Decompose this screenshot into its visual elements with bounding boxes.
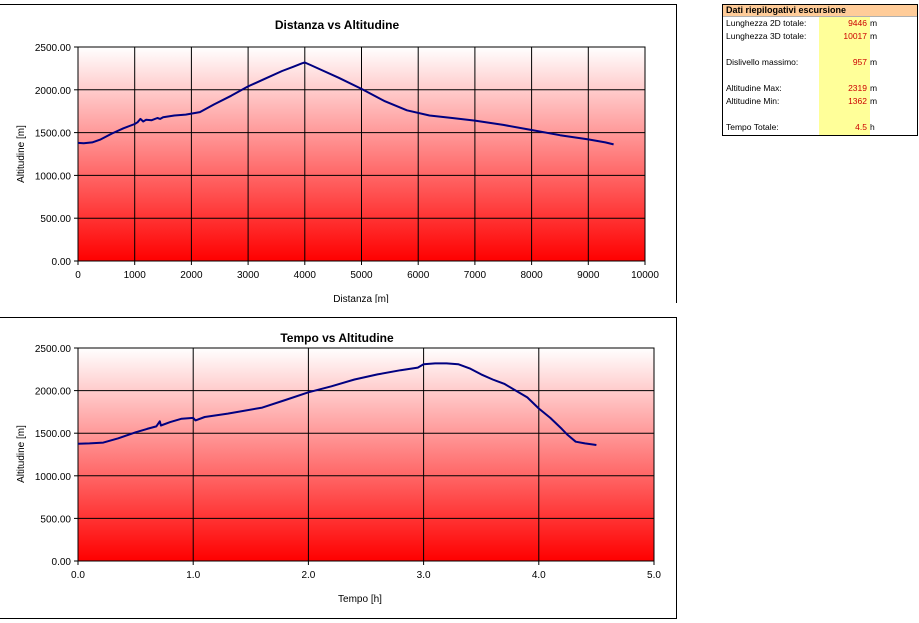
x-tick-label: 0.0 (71, 570, 85, 581)
summary-row-2d-length: Lunghezza 2D totale: 9446 m (723, 18, 917, 29)
summary-label: Altitudine Min: (726, 96, 780, 106)
summary-label: Lunghezza 2D totale: (726, 18, 807, 28)
y-tick-label: 0.00 (52, 557, 72, 568)
summary-value: 1362 (848, 96, 867, 106)
y-tick-label: 1500.00 (35, 129, 72, 140)
summary-unit: m (870, 18, 878, 28)
altitude-series-line (77, 61, 614, 146)
summary-unit: m (870, 57, 878, 67)
summary-value: 9446 (848, 18, 867, 28)
summary-label: Dislivello massimo: (726, 57, 799, 67)
x-tick-label: 6000 (407, 270, 430, 281)
x-tick-label: 4.0 (532, 570, 546, 581)
distance-altitude-chart: 0 1000 2000 3000 4000 5000 6000 7000 8000 9000 100… (0, 4, 677, 305)
summary-value: 2319 (848, 83, 867, 93)
time-altitude-chart-svg: 0.0 1.0 2.0 3.0 4.0 5.0 0.00 500.00 1000.00 1500.… (16, 331, 661, 605)
summary-unit: h (870, 122, 875, 132)
x-tick-label: 5000 (350, 270, 373, 281)
time-altitude-chart: 0.0 1.0 2.0 3.0 4.0 5.0 0.00 500.00 1000.00 1500.… (0, 317, 677, 619)
x-tick-label: 2000 (180, 270, 203, 281)
x-tick-label: 1.0 (186, 570, 200, 581)
x-tick-label: 2.0 (301, 570, 315, 581)
summary-value: 4.5 (855, 122, 867, 132)
summary-panel: Dati riepilogativi escursione Lunghezza … (722, 4, 918, 136)
x-tick-label: 1000 (124, 270, 147, 281)
y-tick-label: 0.00 (52, 257, 72, 268)
y-tick-label: 1500.00 (35, 429, 72, 440)
summary-title: Dati riepilogativi escursione (723, 5, 917, 17)
summary-row-altitude-max: Altitudine Max: 2319 m (723, 83, 917, 94)
y-tick-label: 2000.00 (35, 387, 72, 398)
x-tick-label: 3.0 (417, 570, 431, 581)
summary-label: Altitudine Max: (726, 83, 782, 93)
x-tick-label: 5.0 (647, 570, 661, 581)
summary-values-highlight (819, 17, 870, 135)
x-tick-label: 7000 (464, 270, 487, 281)
x-tick-label: 4000 (294, 270, 317, 281)
x-tick-label: 3000 (237, 270, 260, 281)
x-tick-label: 9000 (577, 270, 600, 281)
plot-area-2 (78, 348, 654, 561)
summary-value: 10017 (843, 31, 867, 41)
summary-unit: m (870, 31, 878, 41)
x-tick-label: 8000 (520, 270, 543, 281)
distance-altitude-chart-svg: 0 1000 2000 3000 4000 5000 6000 7000 8000 9000 100… (16, 18, 659, 305)
altitude-series-line (77, 362, 597, 446)
summary-unit: m (870, 83, 878, 93)
summary-label: Lunghezza 3D totale: (726, 31, 807, 41)
summary-row-altitude-min: Altitudine Min: 1362 m (723, 96, 917, 107)
chart2-xlabel: Tempo [h] (338, 594, 382, 605)
y-tick-label: 2500.00 (35, 43, 72, 54)
summary-unit: m (870, 96, 878, 106)
summary-label: Tempo Totale: (726, 122, 779, 132)
chart1-xlabel: Distanza [m] (333, 294, 389, 303)
summary-row-elevation-gain: Dislivello massimo: 957 m (723, 57, 917, 68)
y-tick-label: 500.00 (40, 514, 71, 525)
x-tick-label: 0 (75, 270, 81, 281)
x-tick-label: 10000 (631, 270, 659, 281)
chart2-title: Tempo vs Altitudine (280, 331, 394, 345)
chart2-ylabel: Altitudine [m] (16, 425, 27, 483)
summary-row-3d-length: Lunghezza 3D totale: 10017 m (723, 31, 917, 42)
y-tick-label: 2000.00 (35, 86, 72, 97)
summary-row-total-time: Tempo Totale: 4.5 h (723, 122, 917, 133)
chart1-title: Distanza vs Altitudine (275, 18, 400, 32)
y-tick-label: 1000.00 (35, 171, 72, 182)
y-tick-label: 500.00 (40, 214, 71, 225)
chart1-ylabel: Altitudine [m] (16, 125, 27, 183)
summary-value: 957 (852, 57, 867, 67)
y-tick-label: 1000.00 (35, 472, 72, 483)
y-tick-label: 2500.00 (35, 344, 72, 355)
